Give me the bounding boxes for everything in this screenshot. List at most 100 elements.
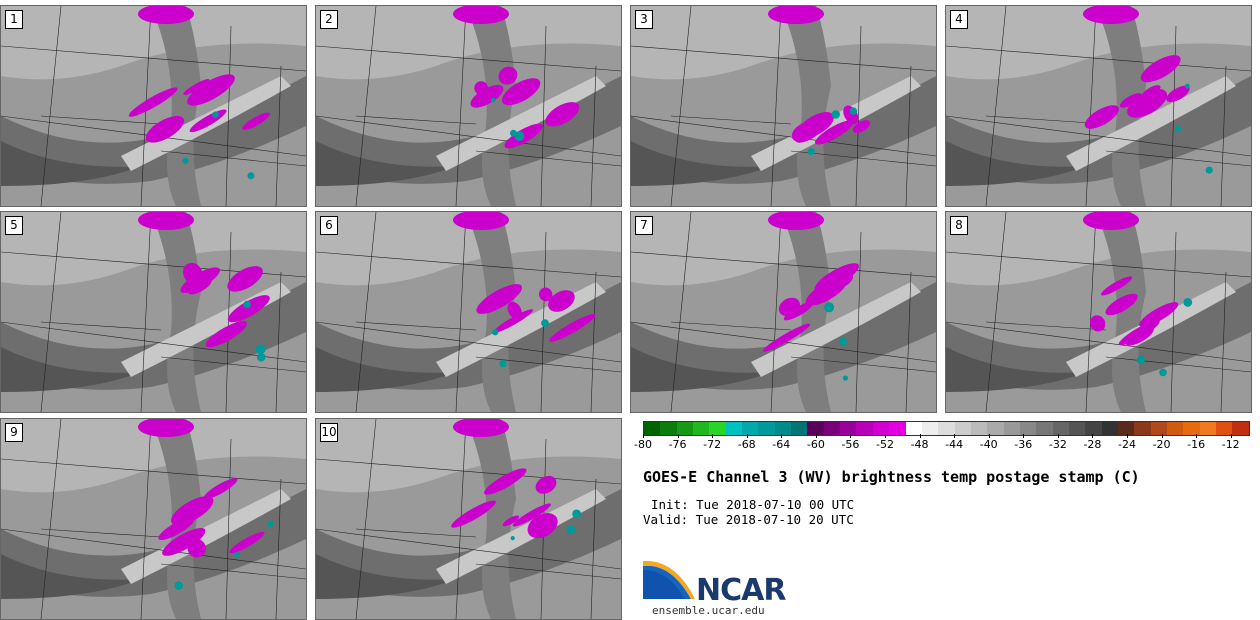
colorbar-tick-label: -40: [979, 438, 998, 451]
panel-number: 6: [320, 216, 338, 235]
colorbar-tick-label: -12: [1221, 438, 1240, 451]
colorbar-swatch: [954, 422, 971, 435]
colorbar-tick: [1092, 434, 1094, 438]
map-panel-10: 10: [315, 418, 622, 620]
colorbar-swatch: [1216, 422, 1233, 435]
map-panel-8: 8: [945, 211, 1252, 413]
colorbar-labels: -80 -76 -72 -68 -64 -60 -56 -52 -48 -44 -40 -36 -32 -…: [634, 438, 1248, 454]
colorbar-tick-label: -80: [634, 438, 652, 451]
chart-title: GOES-E Channel 3 (WV) brightness temp po…: [643, 468, 1140, 486]
panel-number: 10: [320, 423, 338, 442]
colorbar-swatch: [938, 422, 955, 435]
colorbar-tick-label: -76: [668, 438, 687, 451]
colorbar-tick: [1230, 434, 1232, 438]
colorbar-tick: [919, 434, 921, 438]
colorbar-tick: [781, 434, 783, 438]
colorbar-tick-label: -72: [703, 438, 722, 451]
colorbar-tick: [954, 434, 956, 438]
colorbar-tick-label: -60: [806, 438, 825, 451]
colorbar-swatch: [791, 422, 808, 435]
colorbar-tick: [1127, 434, 1128, 438]
colorbar-swatch: [1003, 422, 1020, 435]
valid-time: Valid: Tue 2018-07-10 20 UTC: [643, 512, 854, 527]
colorbar-swatch: [725, 422, 743, 435]
colorbar-tick-label: -16: [1187, 438, 1206, 451]
colorbar-swatch: [644, 422, 661, 435]
colorbar-tick: [850, 434, 852, 438]
colorbar-tick-label: -56: [841, 438, 860, 451]
colorbar-tick: [1023, 434, 1025, 438]
colorbar-swatch: [1068, 422, 1086, 435]
colorbar-swatch: [856, 422, 873, 435]
colorbar-swatch: [1150, 422, 1167, 435]
panel-number: 4: [950, 10, 968, 29]
colorbar-swatch: [676, 422, 694, 435]
colorbar-swatch: [987, 422, 1004, 435]
panel-number: 2: [320, 10, 338, 29]
colorbar-swatch: [693, 422, 710, 435]
colorbar-tick: [885, 434, 886, 438]
colorbar-swatch: [1199, 422, 1217, 435]
colorbar-swatch: [889, 422, 906, 435]
colorbar-swatch: [1183, 422, 1200, 435]
colorbar-tick-label: -36: [1014, 438, 1033, 451]
colorbar-swatch: [1167, 422, 1184, 435]
panel-number: 3: [635, 10, 653, 29]
colorbar-tick-label: -32: [1048, 438, 1067, 451]
colorbar-swatch: [1019, 422, 1037, 435]
colorbar-tick: [1196, 434, 1198, 438]
colorbar-swatch: [660, 422, 677, 435]
panel-number: 9: [5, 423, 23, 442]
colorbar-swatch: [872, 422, 890, 435]
colorbar-tick: [988, 434, 990, 438]
colorbar-swatch: [758, 422, 775, 435]
logo-text: NCAR: [696, 573, 786, 608]
map-panel-6: 6: [315, 211, 622, 413]
colorbar-tick: [1057, 434, 1059, 438]
colorbar-tick: [712, 434, 714, 438]
map-panel-7: 7: [630, 211, 937, 413]
panel-number: 5: [5, 216, 23, 235]
colorbar-swatch: [1085, 422, 1102, 435]
colorbar-tick: [677, 434, 679, 438]
colorbar-swatch: [905, 422, 922, 435]
colorbar-tick-label: -68: [737, 438, 756, 451]
map-panel-3: 3: [630, 5, 937, 207]
colorbar-swatch: [1036, 422, 1053, 435]
colorbar-tick-label: -64: [772, 438, 791, 451]
ncar-logo-icon: [643, 561, 695, 599]
panel-number: 7: [635, 216, 653, 235]
colorbar-tick: [815, 434, 817, 438]
map-panel-9: 9: [0, 418, 307, 620]
colorbar-swatch: [742, 422, 759, 435]
panel-number: 8: [950, 216, 968, 235]
colorbar-swatch: [823, 422, 841, 435]
colorbar-swatch: [774, 422, 792, 435]
colorbar-swatch: [1101, 422, 1118, 435]
colorbar-tick-label: -20: [1152, 438, 1171, 451]
colorbar-tick: [643, 434, 644, 438]
colorbar-swatch: [1117, 422, 1135, 435]
map-panel-1: 1: [0, 5, 307, 207]
colorbar-swatch: [921, 422, 939, 435]
colorbar-tick-label: -28: [1083, 438, 1102, 451]
colorbar-swatch: [807, 422, 824, 435]
colorbar-tick-label: -24: [1118, 438, 1136, 451]
colorbar-swatch: [970, 422, 988, 435]
colorbar-tick: [746, 434, 748, 438]
colorbar-swatch: [1052, 422, 1069, 435]
colorbar-tick-label: -44: [945, 438, 964, 451]
logo-url: ensemble.ucar.edu: [652, 604, 765, 617]
panel-number: 1: [5, 10, 23, 29]
colorbar-tick-label: -48: [910, 438, 929, 451]
map-panel-2: 2: [315, 5, 622, 207]
colorbar-tick-label: -52: [876, 438, 894, 451]
colorbar: [643, 421, 1250, 436]
colorbar-swatch: [1134, 422, 1151, 435]
colorbar-tick: [1161, 434, 1163, 438]
map-panel-4: 4: [945, 5, 1252, 207]
map-panel-5: 5: [0, 211, 307, 413]
colorbar-swatch: [1232, 422, 1249, 435]
colorbar-swatch: [709, 422, 726, 435]
colorbar-swatch: [840, 422, 857, 435]
